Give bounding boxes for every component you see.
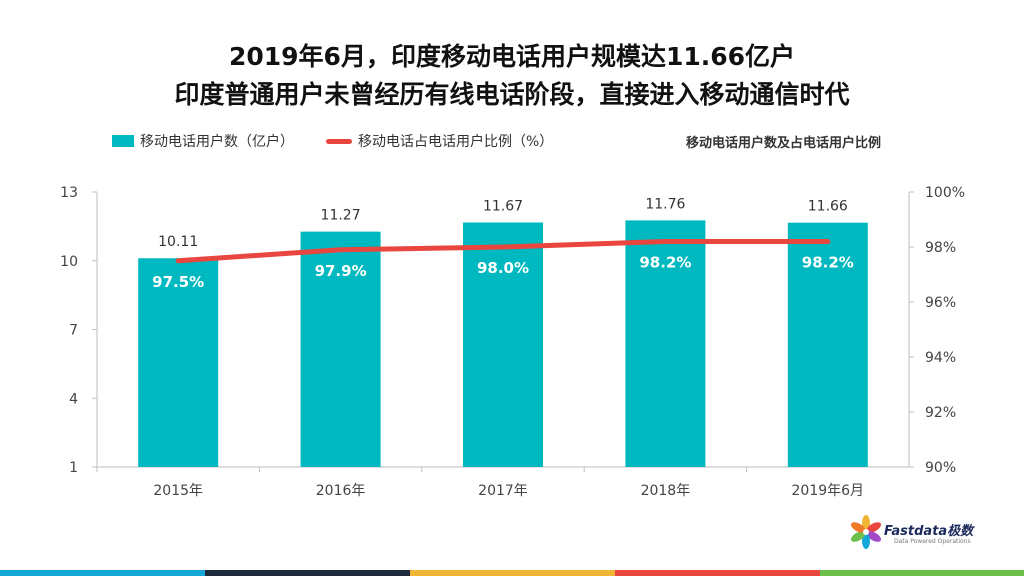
y-tick-label-left: 7 [69,323,78,339]
line-value-label: 98.0% [477,259,529,277]
logo-flower-icon [850,515,882,549]
legend-item-bar-series: 移动电话用户数（亿户） [112,131,294,151]
x-tick-label: 2019年6月 [792,483,865,499]
bar [300,231,381,467]
footer-color-segment [820,570,1024,576]
y-tick-label-left: 1 [69,460,78,476]
legend-label-bar: 移动电话用户数（亿户） [140,134,294,150]
x-tick-label: 2017年 [478,483,528,499]
footer-color-segment [205,570,410,576]
footer-color-segment [410,570,615,576]
line-value-label: 97.9% [315,262,367,280]
bar-value-label: 10.11 [158,234,198,250]
x-tick-label: 2015年 [153,483,203,499]
logo-tagline: Data Powered Operations [894,538,971,545]
legend-swatch-bar [112,135,134,147]
y-tick-label-right: 98% [925,240,956,256]
y-tick-label-left: 13 [60,185,78,201]
line-point [825,239,830,244]
line-value-label: 98.2% [802,254,854,272]
page-title-line-1: 2019年6月，印度移动电话用户规模达11.66亿户 [228,42,796,71]
legend-item-line-series: 移动电话占电话用户比例（%） [326,131,553,151]
y-tick-label-right: 90% [925,460,956,476]
bar [463,222,543,467]
page-title-line-2: 印度普通用户未曾经历有线电话阶段，直接进入移动通信时代 [174,80,850,109]
line-point [338,247,343,252]
footer-color-segment [615,570,820,576]
y-tick-label-right: 94% [925,350,956,366]
bar [625,220,706,467]
x-tick-label: 2018年 [641,483,691,499]
footer-color-strip [0,570,1024,576]
bar [787,222,868,467]
bar-value-label: 11.76 [645,196,685,212]
y-tick-label-left: 10 [60,254,78,270]
y-tick-label-right: 92% [925,405,956,421]
legend-label-line: 移动电话占电话用户比例（%） [358,134,554,150]
bar [138,258,219,467]
y-tick-label-left: 4 [69,391,78,407]
x-tick-label: 2016年 [316,483,366,499]
line-point [501,245,505,249]
bar-value-label: 11.67 [483,198,523,214]
y-tick-label-right: 96% [925,295,956,311]
bar-value-label: 11.27 [321,208,361,224]
chart-title: 移动电话用户数及占电话用户比例 [686,136,882,151]
bar-value-label: 11.66 [808,199,848,215]
logo-name: Fastdata极数 [884,524,974,539]
line-point [663,239,668,244]
line-point [176,258,181,263]
y-tick-label-right: 100% [925,185,965,201]
line-value-label: 97.5% [152,273,204,291]
footer-color-segment [0,570,205,576]
line-value-label: 98.2% [639,254,691,272]
legend-swatch-line [326,138,352,144]
